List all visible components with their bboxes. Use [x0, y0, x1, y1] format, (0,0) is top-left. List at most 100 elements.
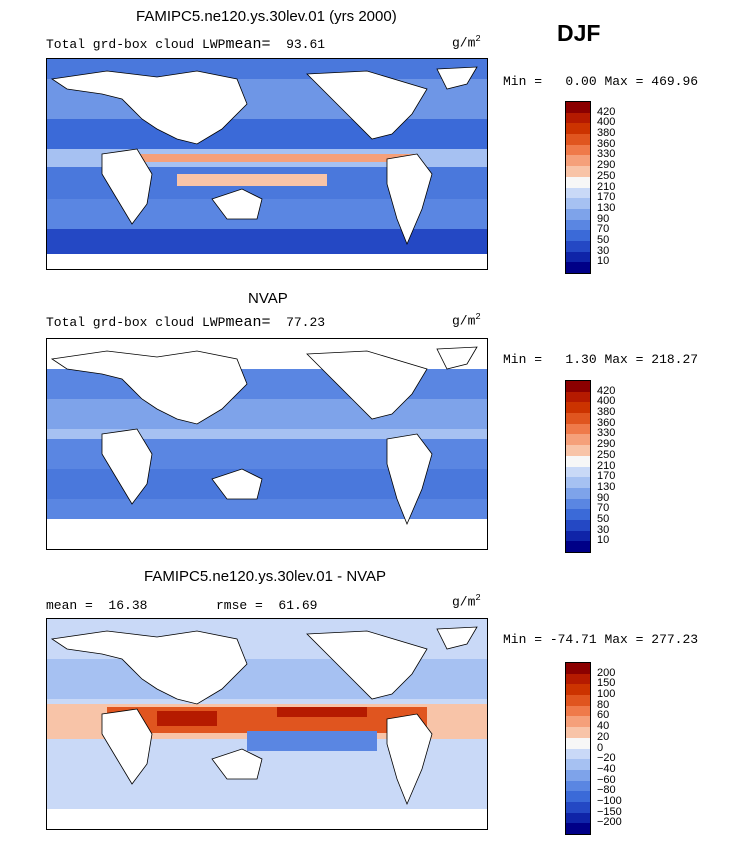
- colorbar-swatch: [566, 155, 590, 167]
- colorbar-tick-label: 150: [597, 677, 616, 690]
- colorbar-swatch: [566, 198, 590, 209]
- colorbar-tick-label: 20: [597, 730, 610, 743]
- panel1-max-label: Max =: [604, 74, 644, 89]
- colorbar-tick-label: −200: [597, 816, 622, 829]
- colorbar-swatch: [566, 737, 590, 749]
- panel2-units: g/m2: [452, 312, 481, 328]
- colorbar-swatch: [566, 423, 590, 435]
- colorbar-swatch: [566, 541, 590, 552]
- panel2-units-exp: 2: [475, 312, 481, 322]
- panel1-title: FAMIPC5.ne120.ys.30lev.01 (yrs 2000): [136, 8, 397, 25]
- panel3-title: FAMIPC5.ne120.ys.30lev.01 - NVAP: [144, 568, 387, 585]
- colorbar-tick-label: 380: [597, 127, 616, 140]
- colorbar-swatch: [566, 791, 590, 802]
- colorbar-tick-label: 30: [597, 523, 610, 536]
- colorbar-tick-label: 420: [597, 105, 616, 118]
- colorbar-tick-label: 60: [597, 709, 610, 722]
- colorbar-tick-label: −80: [597, 784, 616, 797]
- panel3-stats: mean = 16.38: [46, 598, 147, 613]
- colorbar-swatch: [566, 477, 590, 488]
- colorbar-swatch: [566, 391, 590, 403]
- panel3-min-value: -74.71: [549, 632, 597, 647]
- colorbar-tick-label: 420: [597, 384, 616, 397]
- colorbar-swatch: [566, 230, 590, 241]
- colorbar-tick-label: 200: [597, 666, 616, 679]
- colorbar-swatch: [566, 144, 590, 156]
- panel3-map: [46, 618, 488, 830]
- colorbar-tick-label: −150: [597, 805, 622, 818]
- colorbar-tick-label: 90: [597, 491, 610, 504]
- colorbar-tick-label: 10: [597, 255, 610, 268]
- colorbar-swatch: [566, 663, 590, 674]
- colorbar-swatch: [566, 801, 590, 813]
- panel2-title: NVAP: [248, 290, 288, 307]
- colorbar-tick-label: 130: [597, 480, 616, 493]
- colorbar-tick-label: 250: [597, 448, 616, 461]
- colorbar-swatch: [566, 769, 590, 781]
- colorbar-swatch: [566, 208, 590, 220]
- colorbar-swatch: [566, 102, 590, 113]
- panel1-variable: Total grd-box cloud LWPmean= 93.61: [46, 36, 325, 53]
- colorbar-swatch: [566, 812, 590, 824]
- panel1-min-label: Min =: [503, 74, 543, 89]
- colorbar-tick-label: 70: [597, 223, 610, 236]
- colorbar-swatch: [566, 823, 590, 834]
- colorbar-tick-label: 330: [597, 427, 616, 440]
- season-label: DJF: [557, 20, 601, 46]
- colorbar-swatch: [566, 759, 590, 770]
- panel1-units: g/m2: [452, 34, 481, 50]
- colorbar-tick-label: −60: [597, 773, 616, 786]
- panel1-map: [46, 58, 488, 270]
- colorbar-swatch: [566, 134, 590, 145]
- colorbar-swatch: [566, 705, 590, 717]
- panel2-minmax: Min = 1.30 Max = 218.27: [503, 352, 698, 367]
- colorbar-swatch: [566, 219, 590, 231]
- colorbar-tick-label: 50: [597, 512, 610, 525]
- colorbar-swatch: [566, 187, 590, 199]
- colorbar-tick-label: 50: [597, 233, 610, 246]
- colorbar-tick-label: 40: [597, 720, 610, 733]
- colorbar-tick-label: 290: [597, 159, 616, 172]
- colorbar-tick-label: 210: [597, 459, 616, 472]
- colorbar-tick-label: 380: [597, 406, 616, 419]
- colorbar-tick-label: 290: [597, 438, 616, 451]
- colorbar-tick-label: 210: [597, 180, 616, 193]
- colorbar-swatch: [566, 402, 590, 414]
- panel1-min-value: 0.00: [565, 74, 597, 89]
- panel2-variable: Total grd-box cloud LWPmean= 77.23: [46, 314, 325, 331]
- panel2-max-value: 218.27: [651, 352, 699, 367]
- colorbar-tick-label: 330: [597, 148, 616, 161]
- colorbar-swatch: [566, 519, 590, 531]
- colorbar-tick-label: 70: [597, 502, 610, 515]
- colorbar-swatch: [566, 716, 590, 728]
- colorbar-swatch: [566, 530, 590, 542]
- panel2-min-value: 1.30: [565, 352, 597, 367]
- colorbar-swatch: [566, 123, 590, 135]
- colorbar-swatch: [566, 413, 590, 424]
- panel1-units-text: g/m: [452, 35, 476, 51]
- colorbar-tick-label: 80: [597, 698, 610, 711]
- panel1-units-exp: 2: [475, 34, 481, 44]
- colorbar-tick-label: 360: [597, 416, 616, 429]
- colorbar-tick-label: 100: [597, 688, 616, 701]
- panel3-min-label: Min =: [503, 632, 543, 647]
- colorbar-tick-label: 400: [597, 395, 616, 408]
- panel2-mean-value: 77.23: [286, 315, 326, 330]
- colorbar-swatch: [566, 684, 590, 696]
- colorbar-tick-label: 400: [597, 116, 616, 129]
- panel1-max-value: 469.96: [651, 74, 699, 89]
- colorbar-tick-label: 30: [597, 244, 610, 257]
- panel3-max-value: 277.23: [651, 632, 699, 647]
- panel3-mean-label: mean =: [46, 598, 93, 613]
- colorbar-swatch: [566, 727, 590, 738]
- colorbar-swatch: [566, 780, 590, 792]
- panel2-min-label: Min =: [503, 352, 543, 367]
- colorbar-swatch: [566, 381, 590, 392]
- panel2-mean-label: mean=: [225, 314, 271, 331]
- colorbar-tick-label: 10: [597, 534, 610, 547]
- panel1-mean-label: mean=: [225, 36, 271, 53]
- panel2-map: [46, 338, 488, 550]
- colorbar-swatch: [566, 466, 590, 478]
- colorbar-tick-label: −40: [597, 762, 616, 775]
- panel3-rmse-value: 61.69: [278, 598, 318, 613]
